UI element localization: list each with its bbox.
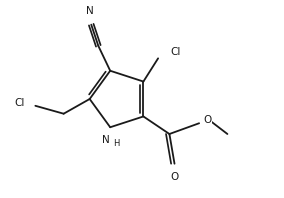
Text: O: O	[170, 172, 179, 182]
Text: Cl: Cl	[14, 98, 25, 108]
Text: N: N	[102, 135, 110, 145]
Text: Cl: Cl	[170, 47, 180, 57]
Text: O: O	[203, 115, 211, 125]
Text: N: N	[86, 6, 94, 16]
Text: H: H	[113, 139, 120, 148]
